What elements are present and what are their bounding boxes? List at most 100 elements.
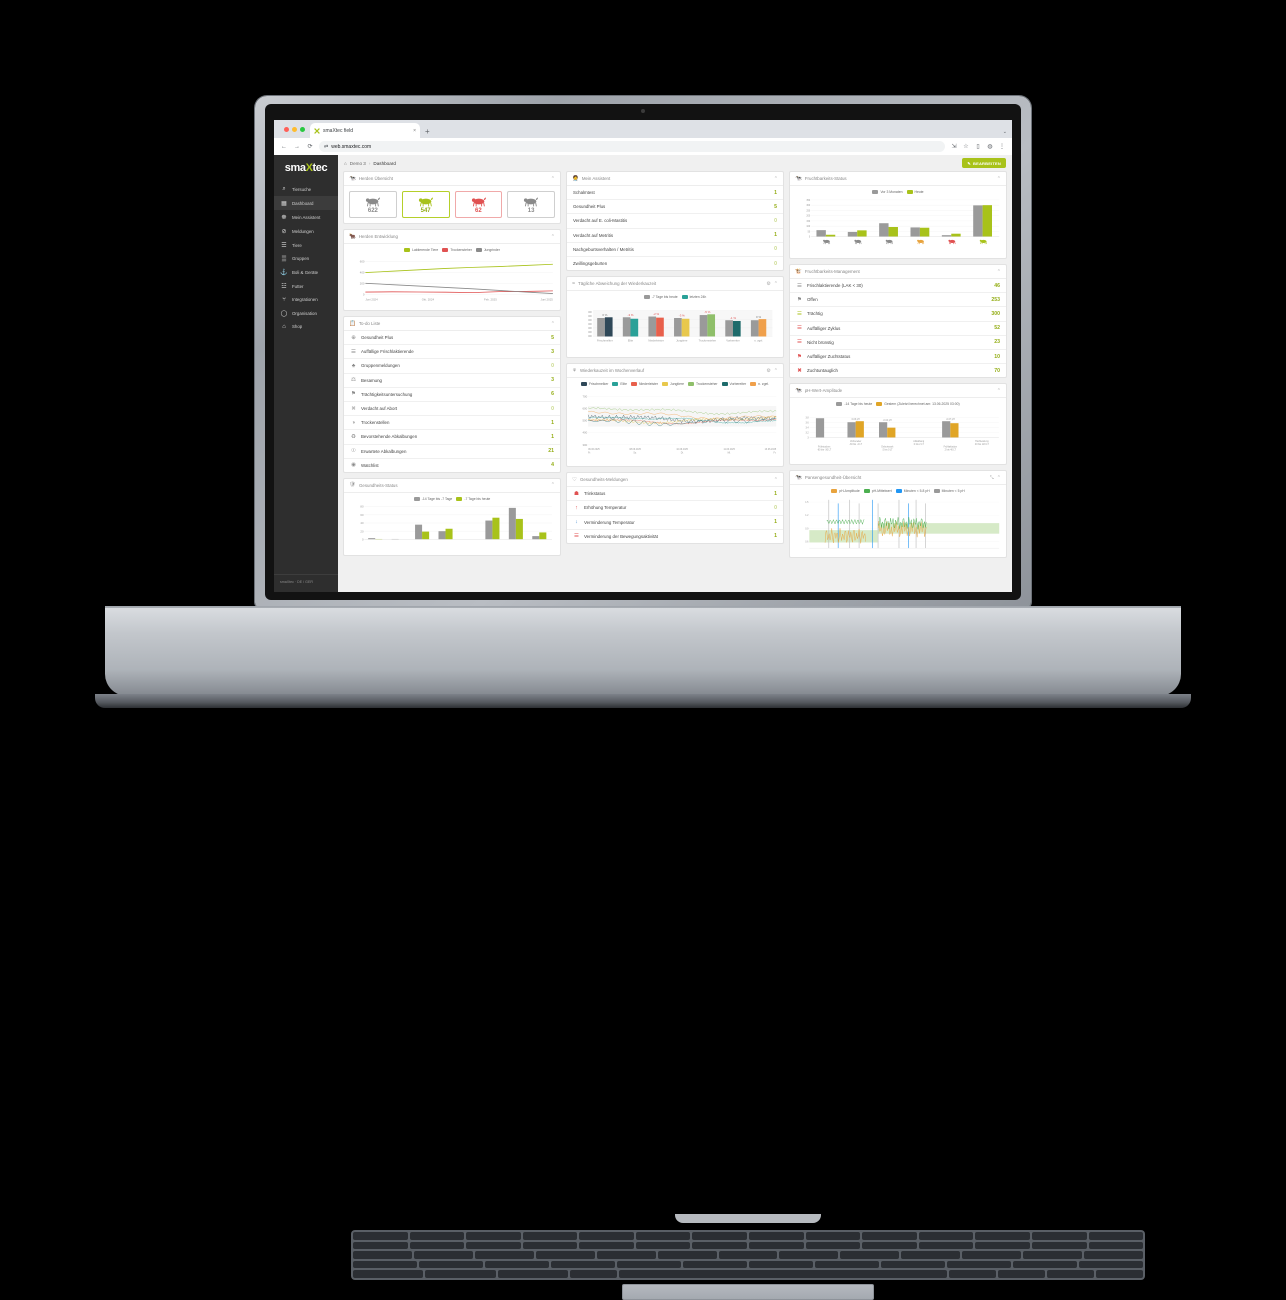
legend-entry[interactable]: Jungtiere <box>662 382 684 386</box>
legend-entry[interactable]: -14 Tage bis -7 Tage <box>414 497 453 501</box>
keyboard-key[interactable] <box>779 1251 838 1259</box>
close-icon[interactable]: × <box>413 128 416 134</box>
site-info-icon[interactable]: ⇄ <box>324 144 328 150</box>
legend-entry[interactable]: -7 Tage bis heute <box>456 497 490 501</box>
star-icon[interactable]: ☆ <box>962 143 970 150</box>
trackpad[interactable] <box>622 1284 874 1300</box>
new-tab-button[interactable]: + <box>425 126 430 138</box>
sidebar-item-mein-assistent[interactable]: ☸Mein Assistent <box>274 210 338 224</box>
keyboard-key[interactable] <box>1089 1232 1144 1240</box>
keyboard-key[interactable] <box>410 1232 465 1240</box>
collapse-icon[interactable]: ⌃ <box>551 234 555 240</box>
keyboard-key[interactable] <box>619 1270 947 1278</box>
keyboard-key[interactable] <box>901 1251 960 1259</box>
collapse-icon[interactable]: ⌃ <box>997 269 1001 275</box>
keyboard-key[interactable] <box>410 1242 465 1250</box>
keyboard-key[interactable] <box>692 1242 747 1250</box>
legend-entry[interactable]: pH-Mittelwert <box>864 489 892 493</box>
keyboard-key[interactable] <box>962 1251 1021 1259</box>
profile-icon[interactable]: ◍ <box>986 143 994 150</box>
legend-entry[interactable]: n. zgel. <box>750 382 769 386</box>
reload-icon[interactable]: ⟳ <box>306 143 314 150</box>
keyboard[interactable] <box>351 1230 1145 1280</box>
kpi-trockensteher[interactable]: 62 <box>455 191 503 218</box>
keyboard-key[interactable] <box>806 1232 861 1240</box>
legend-entry[interactable]: Minuten < 5 pH <box>934 489 965 493</box>
keyboard-key[interactable] <box>597 1251 656 1259</box>
sidebar-item-integrationen[interactable]: ⑂Integrationen <box>274 293 338 306</box>
keyboard-key[interactable] <box>485 1261 549 1269</box>
browser-tab[interactable]: smaXtec field × <box>310 123 420 138</box>
kpi-jungrinder[interactable]: 13 <box>507 191 555 218</box>
keyboard-key[interactable] <box>949 1270 996 1278</box>
keyboard-key[interactable] <box>919 1242 974 1250</box>
list-item[interactable]: ☰Frischlaktierende (LAK < 30)46 <box>790 279 1006 293</box>
smaxtec-logo[interactable]: smaXtec <box>274 155 338 177</box>
collapse-icon[interactable]: ⌃ <box>997 388 1001 394</box>
collapse-icon[interactable]: ⌃ <box>551 482 555 488</box>
back-icon[interactable]: ← <box>280 144 288 150</box>
collapse-icon[interactable]: ⌃ <box>997 475 1001 481</box>
keyboard-key[interactable] <box>1089 1242 1144 1250</box>
legend-entry[interactable]: letzten 24h <box>682 295 707 299</box>
keyboard-key[interactable] <box>466 1232 521 1240</box>
keyboard-key[interactable] <box>947 1261 1011 1269</box>
keyboard-key[interactable] <box>975 1232 1030 1240</box>
breadcrumb-home[interactable]: Demo 3 <box>350 161 366 166</box>
keyboard-key[interactable] <box>636 1242 691 1250</box>
legend-entry[interactable]: Heute <box>907 190 924 194</box>
keyboard-key[interactable] <box>551 1261 615 1269</box>
keyboard-key[interactable] <box>617 1261 681 1269</box>
keyboard-key[interactable] <box>570 1270 617 1278</box>
keyboard-key[interactable] <box>840 1251 899 1259</box>
sidepanel-icon[interactable]: ▯ <box>974 143 982 150</box>
sidebar-item-futter[interactable]: ☳Futter <box>274 279 338 293</box>
keyboard-key[interactable] <box>636 1232 691 1240</box>
maximize-window-button[interactable] <box>300 127 305 132</box>
keyboard-key[interactable] <box>353 1232 408 1240</box>
legend-entry[interactable]: Vor 3 Monaten <box>872 190 902 194</box>
sidebar-item-meldungen[interactable]: ⊘Meldungen <box>274 224 338 238</box>
keyboard-key[interactable] <box>353 1261 417 1269</box>
sidebar-item-tiersuche[interactable]: ⌕Tiersuche <box>274 182 338 196</box>
keyboard-key[interactable] <box>1079 1261 1143 1269</box>
keyboard-key[interactable] <box>975 1242 1030 1250</box>
keyboard-key[interactable] <box>475 1251 534 1259</box>
keyboard-key[interactable] <box>692 1232 747 1240</box>
legend-entry[interactable]: Frischmelker <box>581 382 608 386</box>
gear-icon[interactable]: ⚙ <box>766 368 770 374</box>
collapse-icon[interactable]: ⌃ <box>551 321 555 327</box>
expand-icon[interactable]: ⤡ <box>990 475 994 481</box>
keyboard-key[interactable] <box>536 1251 595 1259</box>
keyboard-key[interactable] <box>1032 1232 1087 1240</box>
sidebar-item-gruppen[interactable]: ▒Gruppen <box>274 252 338 265</box>
collapse-icon[interactable]: ⌃ <box>997 176 1001 182</box>
keyboard-key[interactable] <box>749 1242 804 1250</box>
keyboard-key[interactable] <box>806 1242 861 1250</box>
keyboard-key[interactable] <box>579 1232 634 1240</box>
legend-entry[interactable]: Vorbereiter <box>722 382 747 386</box>
collapse-icon[interactable]: ⌃ <box>774 281 778 287</box>
kpi-laktierende[interactable]: 547 <box>402 191 450 218</box>
